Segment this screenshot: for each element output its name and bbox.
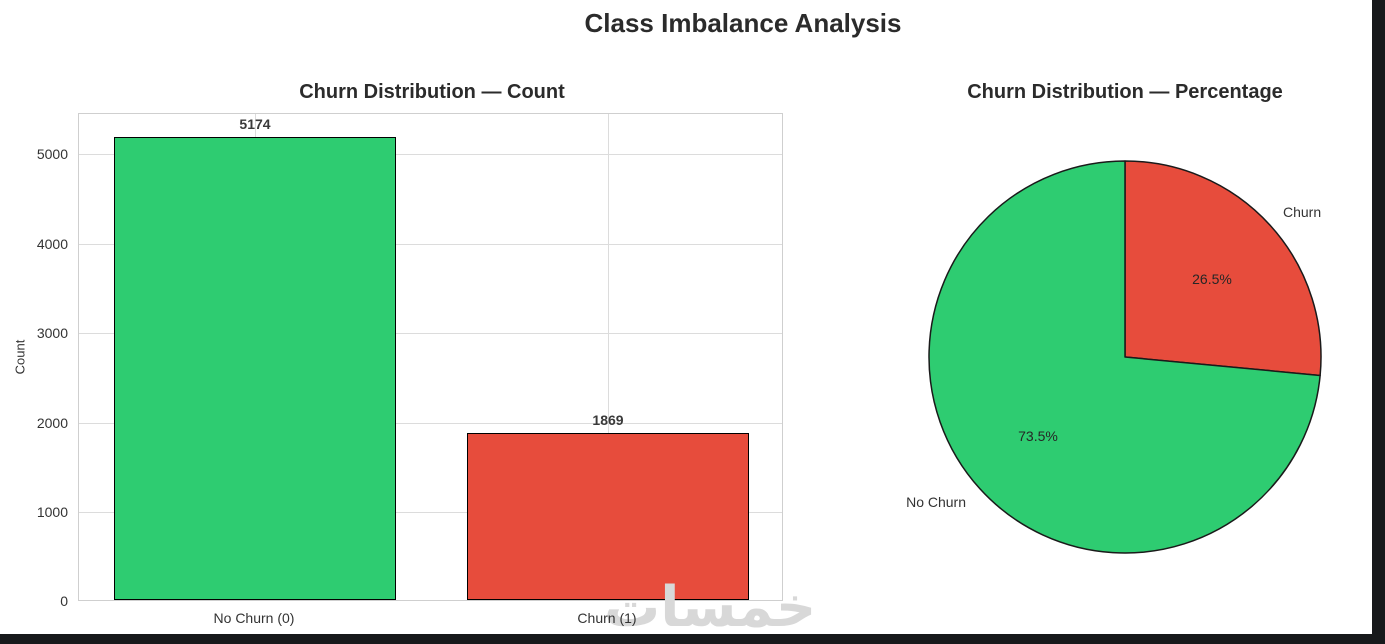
pie-slice-churn <box>1124 160 1322 377</box>
y-tick-5000: 5000 <box>36 146 68 162</box>
pie-slices <box>928 160 1322 554</box>
y-tick-1000: 1000 <box>36 504 68 520</box>
bar-value-no-churn: 5174 <box>239 115 271 132</box>
y-tick-4000: 4000 <box>36 236 68 252</box>
x-tick-churn: Churn (1) <box>577 610 637 626</box>
bar-chart-title: Churn Distribution — Count <box>299 81 565 103</box>
x-tick-no-churn: No Churn (0) <box>213 610 295 626</box>
bar-plot-area: 5174 1869 <box>78 113 783 601</box>
gridline-2000 <box>79 423 782 424</box>
pie-slice-no-churn <box>928 160 1321 554</box>
gridline-4000 <box>79 244 782 245</box>
pie-chart-title: Churn Distribution — Percentage <box>967 81 1283 103</box>
bar-no-churn <box>114 136 396 600</box>
frame-edge-right <box>1372 0 1385 644</box>
pie-pct-churn: 26.5% <box>1192 271 1232 287</box>
y-tick-0: 0 <box>60 593 68 609</box>
y-tick-2000: 2000 <box>36 415 68 431</box>
bar-value-churn: 1869 <box>592 411 624 428</box>
pie-label-churn: Churn <box>1283 204 1322 220</box>
gridline-3000 <box>79 333 782 334</box>
pie-label-no-churn: No Churn <box>906 494 966 510</box>
main-title: Class Imbalance Analysis <box>584 8 902 38</box>
gridline-x-churn <box>608 114 609 600</box>
pie-pct-no-churn: 73.5% <box>1018 428 1058 444</box>
gridline-1000 <box>79 512 782 513</box>
y-tick-3000: 3000 <box>36 325 68 341</box>
frame-edge-bottom <box>0 634 1385 644</box>
gridline-5000 <box>79 154 782 155</box>
bar-churn <box>467 432 749 600</box>
